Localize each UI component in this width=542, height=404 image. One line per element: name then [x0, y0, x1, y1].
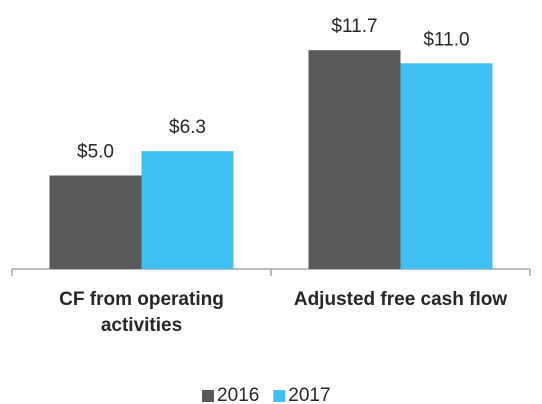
- legend-label: 2016: [217, 385, 259, 404]
- legend-swatch: [273, 390, 286, 402]
- bar: [49, 175, 142, 269]
- legend-swatch: [202, 390, 214, 402]
- x-tick-label: Adjusted free cash flow: [293, 289, 508, 310]
- x-tick-label: CF from operating activities: [59, 289, 224, 336]
- bar: [141, 151, 234, 269]
- data-label: $11.0: [423, 29, 469, 50]
- legend-label: 2017: [288, 385, 330, 404]
- data-label: $6.3: [169, 117, 206, 138]
- bar: [308, 50, 401, 270]
- data-label: $11.7: [331, 16, 377, 37]
- bar: [400, 63, 493, 269]
- data-label: $5.0: [77, 142, 114, 163]
